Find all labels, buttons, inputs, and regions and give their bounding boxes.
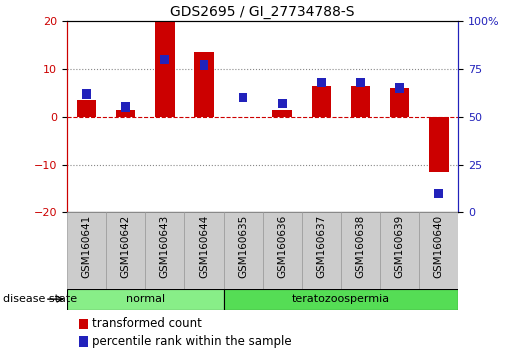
Bar (395, 83, 404, 93)
Bar (317, 78, 326, 87)
Bar (79, 336, 89, 347)
Bar (351, 86, 370, 117)
Text: GSM160635: GSM160635 (238, 215, 248, 278)
Text: teratozoospermia: teratozoospermia (292, 294, 390, 304)
Text: GSM160642: GSM160642 (121, 215, 131, 278)
Bar (356, 78, 365, 87)
Text: transformed count: transformed count (92, 318, 202, 330)
Bar (302, 212, 341, 289)
Bar (82, 89, 91, 99)
Bar (419, 212, 458, 289)
Text: GSM160637: GSM160637 (316, 215, 327, 278)
Bar (194, 52, 214, 117)
Bar (272, 110, 292, 117)
Text: percentile rank within the sample: percentile rank within the sample (92, 335, 292, 348)
Bar (278, 99, 287, 108)
Bar (145, 212, 184, 289)
Bar (160, 55, 169, 64)
Bar (429, 117, 449, 172)
Bar (341, 212, 380, 289)
Bar (238, 93, 248, 103)
Bar (390, 88, 409, 117)
Text: GSM160641: GSM160641 (81, 215, 92, 278)
Text: GSM160636: GSM160636 (277, 215, 287, 278)
Bar (121, 103, 130, 112)
Bar (199, 61, 209, 70)
Bar (184, 212, 224, 289)
Bar (77, 100, 96, 117)
Bar (155, 21, 175, 117)
Text: GSM160638: GSM160638 (355, 215, 366, 278)
Bar (79, 319, 89, 329)
Text: GSM160643: GSM160643 (160, 215, 170, 278)
Bar (224, 212, 263, 289)
Bar (67, 289, 224, 310)
Text: normal: normal (126, 294, 165, 304)
Bar (263, 212, 302, 289)
Bar (434, 188, 443, 198)
Text: disease state: disease state (3, 294, 77, 304)
Bar (224, 289, 458, 310)
Bar (67, 212, 106, 289)
Text: GSM160639: GSM160639 (394, 215, 405, 278)
Text: GSM160644: GSM160644 (199, 215, 209, 278)
Bar (116, 110, 135, 117)
Bar (106, 212, 145, 289)
Bar (380, 212, 419, 289)
Text: GSM160640: GSM160640 (434, 215, 444, 278)
Title: GDS2695 / GI_27734788-S: GDS2695 / GI_27734788-S (170, 5, 355, 19)
Bar (312, 86, 331, 117)
